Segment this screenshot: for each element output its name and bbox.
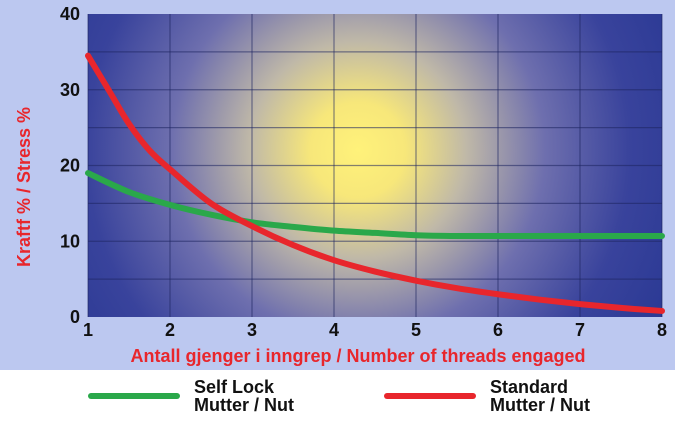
legend-self-lock-line2: Mutter / Nut bbox=[194, 395, 294, 415]
x-tick-label: 5 bbox=[411, 320, 421, 340]
x-tick-label: 8 bbox=[657, 320, 667, 340]
y-tick-label: 30 bbox=[60, 80, 80, 100]
y-tick-label: 20 bbox=[60, 156, 80, 176]
series-line-self-lock bbox=[85, 170, 665, 240]
series-line-standard bbox=[85, 52, 665, 314]
legend-self-lock: Self Lock Mutter / Nut bbox=[88, 378, 294, 414]
tick-labels: 1 2 3 4 5 6 7 8 0 10 20 30 40 bbox=[60, 4, 667, 340]
x-tick-label: 3 bbox=[247, 320, 257, 340]
y-tick-label: 0 bbox=[70, 307, 80, 327]
x-axis-label: Antall gjenger i inngrep / Number of thr… bbox=[130, 346, 585, 366]
x-tick-label: 2 bbox=[165, 320, 175, 340]
legend-standard-label: Standard Mutter / Nut bbox=[490, 378, 590, 414]
y-tick-label: 10 bbox=[60, 231, 80, 251]
legend-self-lock-line1: Self Lock bbox=[194, 377, 275, 397]
y-tick-label: 40 bbox=[60, 4, 80, 24]
y-axis-label: Kraftf % / Stress % bbox=[14, 107, 34, 267]
legend-standard-line1: Standard bbox=[490, 377, 569, 397]
x-tick-label: 4 bbox=[329, 320, 339, 340]
x-tick-label: 6 bbox=[493, 320, 503, 340]
legend-self-lock-label: Self Lock Mutter / Nut bbox=[194, 378, 294, 414]
legend-standard-line2: Mutter / Nut bbox=[490, 395, 590, 415]
chart: 1 2 3 4 5 6 7 8 0 10 20 30 40 Antall gjenger i inngr… bbox=[0, 0, 675, 370]
legend-standard-swatch bbox=[384, 393, 476, 399]
legend-standard: Standard Mutter / Nut bbox=[384, 378, 590, 414]
series-lines bbox=[85, 52, 665, 314]
x-tick-label: 7 bbox=[575, 320, 585, 340]
legend-self-lock-swatch bbox=[88, 393, 180, 399]
x-tick-label: 1 bbox=[83, 320, 93, 340]
grid bbox=[87, 14, 663, 317]
